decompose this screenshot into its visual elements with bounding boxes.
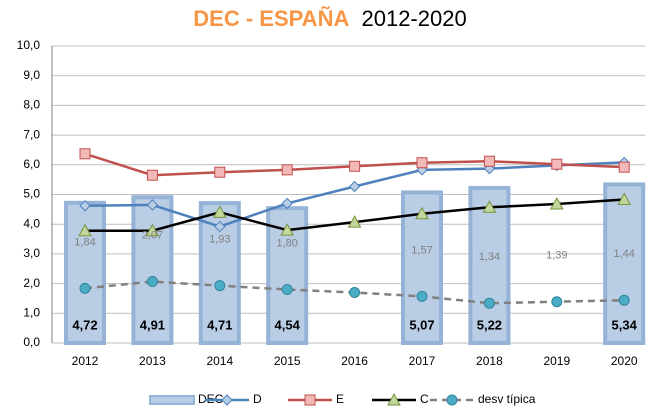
- bar-value-label: 4,91: [140, 317, 165, 332]
- marker: [280, 223, 295, 236]
- marker: [79, 200, 91, 212]
- x-tick-label: 2020: [611, 354, 638, 368]
- x-tick-label: 2014: [206, 354, 233, 368]
- marker: [415, 206, 429, 220]
- bar-value-label: 4,71: [207, 317, 232, 332]
- bar-value-label: 5,34: [612, 317, 638, 332]
- legend-marker: [387, 392, 401, 406]
- y-tick-label: 9,0: [23, 68, 40, 82]
- marker: [145, 223, 160, 237]
- legend-marker: [446, 394, 458, 406]
- marker: [551, 158, 563, 170]
- bar-value-label: 4,72: [72, 317, 97, 332]
- marker: [551, 296, 563, 308]
- legend-label: desv típica: [478, 392, 536, 406]
- chart-title: DEC - ESPAÑA 2012-2020: [193, 6, 466, 31]
- marker: [348, 180, 361, 193]
- marker: [617, 192, 632, 206]
- x-tick-label: 2017: [409, 354, 436, 368]
- x-tick-label: 2016: [341, 354, 368, 368]
- bar: [468, 185, 511, 345]
- point-value-label: 1,84: [74, 236, 95, 248]
- marker: [146, 199, 159, 211]
- x-tick-label: 2013: [139, 354, 166, 368]
- y-tick-label: 4,0: [23, 216, 40, 230]
- bar-value-label: 5,22: [477, 317, 502, 332]
- legend-marker: [304, 394, 316, 406]
- y-tick-label: 6,0: [23, 157, 40, 171]
- marker: [212, 205, 227, 218]
- y-tick-label: 8,0: [23, 98, 40, 112]
- bar-value-label: 4,54: [275, 317, 301, 332]
- chart-title-years: 2012-2020: [361, 6, 466, 31]
- marker: [618, 294, 630, 306]
- y-tick-label: 10,0: [17, 38, 41, 52]
- x-tick-label: 2012: [72, 354, 99, 368]
- marker: [549, 196, 564, 210]
- chart-title-main: DEC - ESPAÑA: [193, 6, 349, 31]
- marker: [347, 215, 362, 228]
- bar: [131, 195, 174, 345]
- y-tick-label: 2,0: [23, 276, 40, 290]
- marker: [79, 282, 91, 294]
- y-tick-label: 1,0: [23, 305, 40, 319]
- point-value-label: 1,57: [411, 244, 432, 256]
- legend-swatch: [149, 395, 195, 405]
- marker: [281, 284, 293, 296]
- point-value-label: 1,44: [613, 248, 634, 260]
- x-tick-label: 2015: [274, 354, 301, 368]
- marker: [483, 155, 495, 167]
- marker: [416, 157, 428, 169]
- marker: [146, 169, 158, 181]
- legend-label: D: [253, 392, 262, 406]
- y-tick-label: 7,0: [23, 127, 40, 141]
- point-value-label: 2,07: [142, 229, 163, 241]
- marker: [78, 223, 92, 237]
- x-tick-label: 2018: [476, 354, 503, 368]
- marker: [214, 166, 226, 178]
- marker: [281, 164, 293, 176]
- y-tick-label: 5,0: [23, 187, 40, 201]
- legend-marker: [221, 394, 233, 406]
- marker: [349, 287, 361, 299]
- y-tick-label: 0,0: [23, 335, 40, 349]
- point-value-label: 1,39: [546, 250, 567, 262]
- x-tick-label: 2019: [543, 354, 570, 368]
- legend-label: C: [420, 392, 429, 406]
- marker: [416, 290, 428, 302]
- point-value-label: 1,93: [209, 234, 230, 246]
- marker: [349, 160, 361, 172]
- bar: [603, 182, 646, 345]
- marker: [79, 148, 91, 160]
- point-value-label: 1,34: [479, 251, 500, 263]
- marker: [146, 276, 158, 288]
- y-tick-label: 3,0: [23, 246, 40, 260]
- marker: [618, 161, 630, 173]
- marker: [214, 220, 226, 233]
- point-value-label: 1,80: [276, 237, 297, 249]
- legend-label: E: [336, 392, 344, 406]
- marker: [482, 200, 497, 213]
- bar-value-label: 5,07: [409, 317, 434, 332]
- marker: [483, 297, 495, 309]
- marker: [281, 197, 293, 210]
- marker: [214, 280, 226, 292]
